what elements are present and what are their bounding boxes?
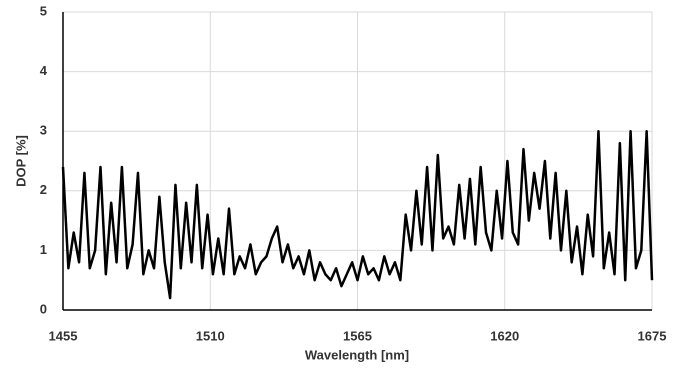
y-axis-title: DOP [%]	[13, 135, 28, 187]
y-tick-label: 3	[40, 123, 47, 138]
y-tick-label: 0	[40, 301, 47, 316]
data-line	[61, 129, 654, 300]
y-tick-label: 4	[40, 63, 48, 78]
y-tick-label: 1	[40, 242, 47, 257]
x-tick-label: 1675	[638, 328, 667, 343]
x-axis-title: Wavelength [nm]	[305, 347, 409, 362]
x-tick-label: 1620	[490, 328, 519, 343]
x-tick-label: 1565	[343, 328, 372, 343]
y-tick-label: 5	[40, 3, 47, 18]
y-tick-label: 2	[40, 182, 47, 197]
x-tick-label: 1510	[196, 328, 225, 343]
x-tick-label: 1455	[49, 328, 78, 343]
